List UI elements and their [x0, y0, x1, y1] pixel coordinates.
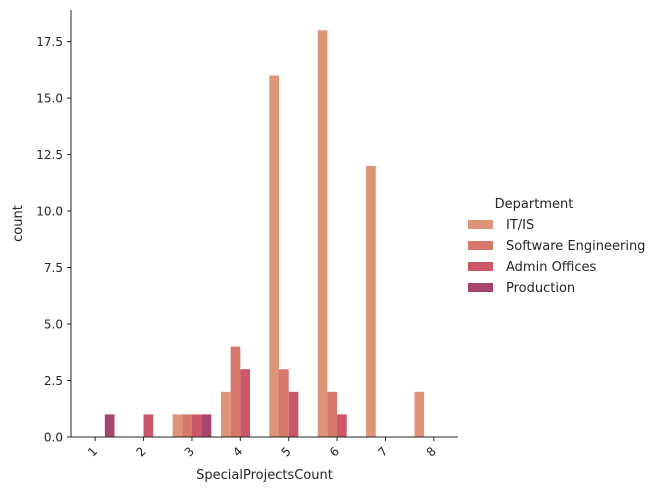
legend-swatch	[468, 220, 493, 229]
y-ticks: 0.0 2.5 5.0 7.5 10.0 12.5 15.0 17.5	[36, 35, 71, 445]
legend-title: Department	[495, 197, 574, 212]
bar	[327, 391, 338, 437]
y-tick-label: 15.0	[36, 92, 63, 106]
bar	[288, 391, 299, 437]
bar	[191, 414, 202, 437]
x-tick-label: 7	[375, 444, 390, 459]
y-tick-label: 5.0	[44, 318, 63, 332]
bar	[240, 369, 250, 437]
x-tick-label: 4	[230, 444, 245, 459]
bar	[269, 75, 280, 438]
legend-swatch	[468, 262, 493, 271]
bar	[104, 414, 115, 437]
bar	[279, 369, 289, 437]
y-tick-label: 17.5	[36, 35, 63, 49]
x-tick-label: 6	[327, 444, 342, 459]
y-tick-label: 7.5	[44, 261, 63, 275]
legend-swatch	[468, 283, 493, 292]
y-tick-label: 2.5	[44, 374, 63, 388]
bars-layer	[104, 30, 425, 438]
x-tick-label: 5	[279, 444, 294, 459]
bar	[337, 414, 347, 437]
x-tick-label: 3	[182, 444, 197, 459]
bar	[220, 391, 231, 437]
bar	[230, 346, 241, 437]
x-tick-label: 1	[85, 444, 100, 459]
bar	[201, 414, 212, 437]
axes-layer	[70, 10, 458, 438]
bar	[182, 414, 192, 437]
x-axis-label: SpecialProjectsCount	[196, 468, 333, 483]
legend-label: Production	[506, 281, 575, 296]
bar	[366, 165, 376, 437]
bar	[143, 414, 154, 437]
legend-label: IT/IS	[506, 218, 534, 233]
legend-label: Software Engineering	[506, 239, 645, 254]
bar	[414, 391, 425, 437]
bar	[172, 414, 183, 437]
legend-swatch	[468, 241, 493, 250]
y-tick-label: 10.0	[36, 205, 63, 219]
legend: Department IT/IS Software Engineering Admi…	[468, 197, 645, 296]
y-axis-label: count	[11, 205, 26, 242]
y-tick-label: 0.0	[44, 431, 63, 445]
x-tick-label: 2	[133, 444, 148, 459]
bar	[317, 30, 328, 438]
y-tick-label: 12.5	[36, 148, 63, 162]
x-ticks: 1 2 3 4 5 6 7 8	[85, 437, 439, 460]
x-tick-label: 8	[424, 444, 439, 459]
legend-label: Admin Offices	[506, 260, 597, 275]
